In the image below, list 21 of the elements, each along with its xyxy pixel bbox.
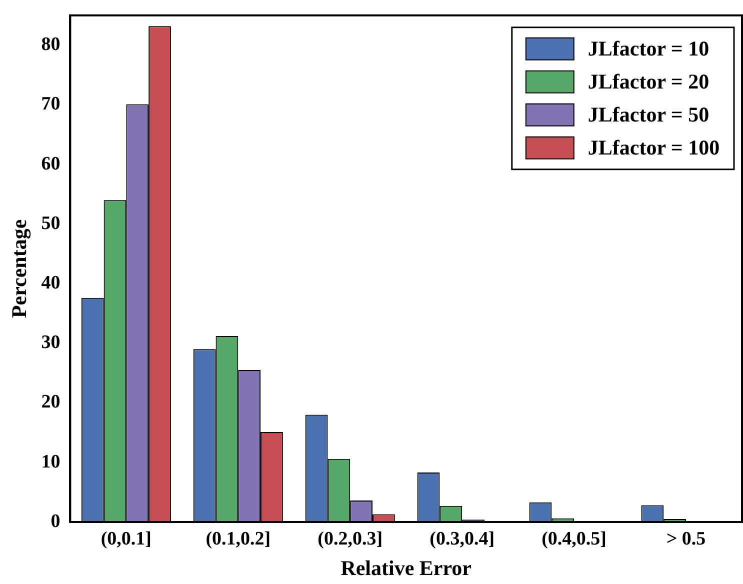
y-tick-label: 70 — [41, 94, 60, 115]
y-tick-label: 60 — [41, 153, 60, 174]
legend-label: JLfactor = 10 — [588, 36, 710, 60]
x-axis-title: Relative Error — [340, 556, 472, 580]
x-tick-label: (0.2,0.3] — [318, 528, 383, 550]
y-tick-label: 20 — [41, 392, 60, 413]
y-tick-label: 40 — [41, 272, 60, 294]
y-tick-label: 80 — [41, 34, 60, 56]
y-tick-label: 10 — [41, 451, 60, 472]
y-axis-title: Percentage — [7, 219, 32, 318]
x-tick-label: (0.4,0.5] — [542, 528, 607, 550]
x-tick-label: > 0.5 — [666, 528, 706, 550]
y-tick-label: 0 — [50, 510, 60, 532]
x-tick-label: (0.3,0.4] — [430, 528, 495, 550]
x-tick-label: (0.1,0.2] — [206, 528, 271, 550]
y-tick-label: 30 — [41, 332, 60, 354]
legend-label: JLfactor = 50 — [588, 102, 710, 126]
legend-label: JLfactor = 100 — [588, 135, 720, 160]
x-tick-label: (0,0.1] — [100, 528, 152, 550]
legend-label: JLfactor = 20 — [588, 69, 710, 94]
y-tick-label: 50 — [41, 212, 60, 234]
